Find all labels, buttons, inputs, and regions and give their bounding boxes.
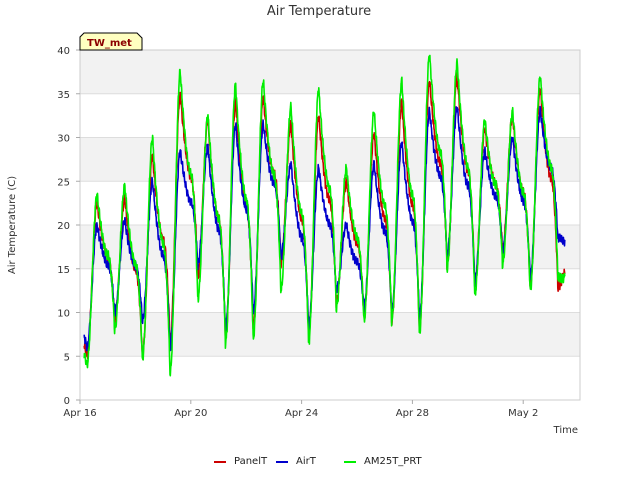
- y-tick-label: 25: [57, 177, 70, 188]
- y-tick-label: 10: [57, 309, 70, 320]
- x-tick-label: Apr 28: [396, 408, 429, 419]
- grid-band: [80, 312, 580, 357]
- plot-bands: [80, 50, 580, 357]
- x-tick-label: Apr 20: [174, 408, 207, 419]
- series-lines: [83, 54, 566, 377]
- legend-label: AM25T_PRT: [364, 456, 423, 467]
- station-badge-label: TW_met: [87, 38, 132, 49]
- y-tick-label: 15: [57, 265, 70, 276]
- y-tick-label: 30: [57, 134, 70, 145]
- y-tick-label: 0: [64, 396, 70, 407]
- y-tick-label: 40: [57, 46, 70, 57]
- grid-band: [80, 50, 580, 94]
- legend-label: AirT: [296, 456, 317, 467]
- legend-label: PanelT: [234, 456, 268, 467]
- x-tick-label: Apr 24: [285, 408, 318, 419]
- y-tick-label: 35: [57, 90, 70, 101]
- station-badge-box: [79, 32, 143, 51]
- legend: PanelT AirT AM25T_PRT: [214, 456, 423, 467]
- x-tick-label: Apr 16: [63, 408, 96, 419]
- series-line-airt: [83, 105, 566, 352]
- grid-band: [80, 137, 580, 182]
- y-axis-ticks: 0 5 10 15 20 25 30 35 40: [57, 46, 80, 407]
- station-badge: TW_met: [79, 32, 143, 51]
- x-axis-label: Time: [553, 425, 578, 436]
- y-tick-label: 5: [64, 352, 70, 363]
- y-tick-label: 20: [57, 221, 70, 232]
- y-axis-label: Air Temperature (C): [7, 176, 18, 274]
- x-axis-ticks: Apr 16 Apr 20 Apr 24 Apr 28 May 2: [63, 400, 538, 419]
- x-tick-label: May 2: [508, 408, 538, 419]
- chart-title: Air Temperature: [267, 4, 371, 19]
- series-line-am25t-prt: [83, 54, 566, 377]
